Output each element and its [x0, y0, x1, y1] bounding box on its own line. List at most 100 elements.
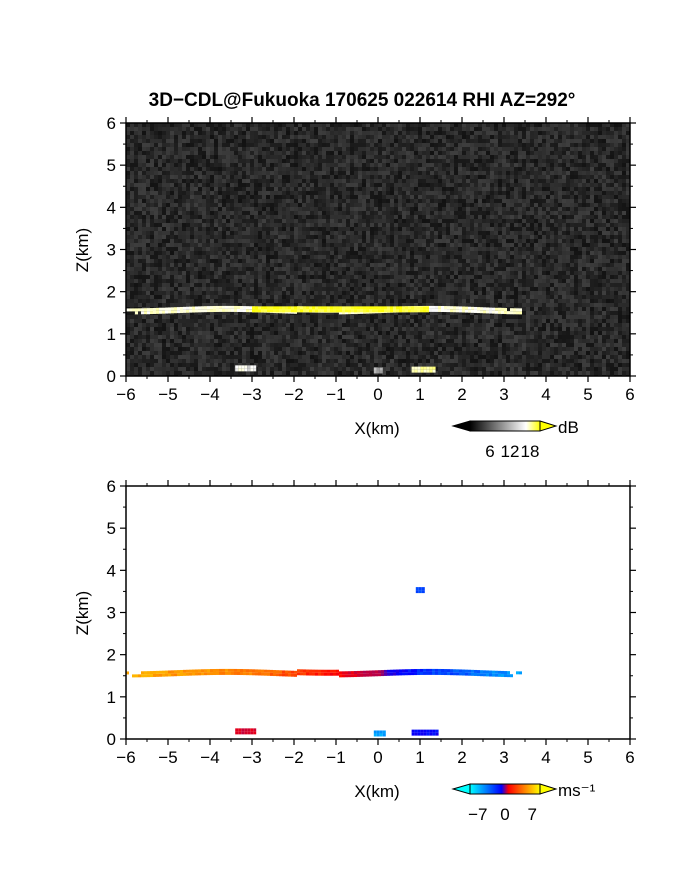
noise-cell [182, 159, 186, 163]
noise-cell [538, 159, 542, 163]
noise-cell [162, 251, 166, 255]
noise-cell [406, 187, 410, 191]
noise-cell [470, 215, 474, 219]
noise-cell [510, 171, 514, 175]
noise-cell [182, 247, 186, 251]
noise-cell [354, 127, 358, 131]
noise-cell [490, 151, 494, 155]
noise-cell [498, 143, 502, 147]
noise-cell [346, 259, 350, 263]
noise-cell [294, 187, 298, 191]
noise-cell [518, 211, 522, 215]
noise-cell [226, 127, 230, 131]
noise-cell [162, 171, 166, 175]
noise-cell [410, 143, 414, 147]
noise-cell [622, 187, 626, 191]
noise-cell [382, 167, 386, 171]
noise-cell [278, 251, 282, 255]
noise-cell [390, 131, 394, 135]
noise-cell [346, 207, 350, 211]
noise-cell [502, 243, 506, 247]
noise-cell [478, 127, 482, 131]
noise-cell [622, 235, 626, 239]
noise-cell [142, 259, 146, 263]
noise-cell [562, 271, 566, 275]
noise-cell [526, 195, 530, 199]
noise-cell [422, 239, 426, 243]
noise-cell [126, 203, 130, 207]
noise-cell [578, 171, 582, 175]
noise-cell [278, 227, 282, 231]
noise-cell [286, 231, 290, 235]
noise-cell [434, 203, 438, 207]
noise-cell [414, 263, 418, 267]
noise-cell [538, 251, 542, 255]
noise-cell [182, 251, 186, 255]
noise-cell [194, 135, 198, 139]
noise-cell [434, 235, 438, 239]
noise-cell [546, 151, 550, 155]
noise-cell [226, 187, 230, 191]
noise-cell [606, 139, 610, 143]
noise-cell [202, 247, 206, 251]
noise-cell [186, 259, 190, 263]
noise-cell [618, 199, 622, 203]
noise-cell [278, 211, 282, 215]
noise-cell [286, 251, 290, 255]
noise-cell [622, 155, 626, 159]
noise-cell [346, 151, 350, 155]
noise-cell [358, 151, 362, 155]
noise-cell [506, 195, 510, 199]
noise-cell [294, 279, 298, 283]
noise-cell [602, 175, 606, 179]
noise-cell [386, 215, 390, 219]
noise-cell [278, 139, 282, 143]
noise-cell [390, 175, 394, 179]
noise-cell [294, 235, 298, 239]
noise-cell [610, 167, 614, 171]
noise-cell [330, 191, 334, 195]
noise-cell [158, 159, 162, 163]
noise-cell [146, 127, 150, 131]
noise-cell [466, 251, 470, 255]
noise-cell [214, 155, 218, 159]
noise-cell [594, 203, 598, 207]
noise-cell [514, 255, 518, 259]
noise-cell [434, 123, 438, 127]
noise-cell [562, 195, 566, 199]
noise-cell [466, 171, 470, 175]
noise-cell [366, 171, 370, 175]
noise-cell [598, 191, 602, 195]
noise-cell [354, 235, 358, 239]
noise-cell [274, 243, 278, 247]
noise-cell [214, 163, 218, 167]
noise-cell [494, 163, 498, 167]
noise-cell [490, 143, 494, 147]
noise-cell [270, 143, 274, 147]
noise-cell [402, 155, 406, 159]
noise-cell [622, 231, 626, 235]
noise-cell [570, 175, 574, 179]
noise-cell [230, 175, 234, 179]
noise-cell [410, 135, 414, 139]
noise-cell [582, 243, 586, 247]
noise-cell [498, 195, 502, 199]
noise-cell [546, 199, 550, 203]
noise-cell [246, 187, 250, 191]
noise-cell [446, 139, 450, 143]
noise-cell [546, 215, 550, 219]
noise-cell [554, 275, 558, 279]
noise-cell [614, 175, 618, 179]
noise-cell [206, 195, 210, 199]
noise-cell [378, 191, 382, 195]
noise-cell [262, 143, 266, 147]
noise-cell [210, 251, 214, 255]
noise-cell [214, 123, 218, 127]
noise-cell [298, 147, 302, 151]
noise-cell [178, 203, 182, 207]
noise-cell [242, 255, 246, 259]
noise-cell [206, 179, 210, 183]
noise-cell [170, 171, 174, 175]
noise-cell [186, 223, 190, 227]
noise-cell [186, 275, 190, 279]
